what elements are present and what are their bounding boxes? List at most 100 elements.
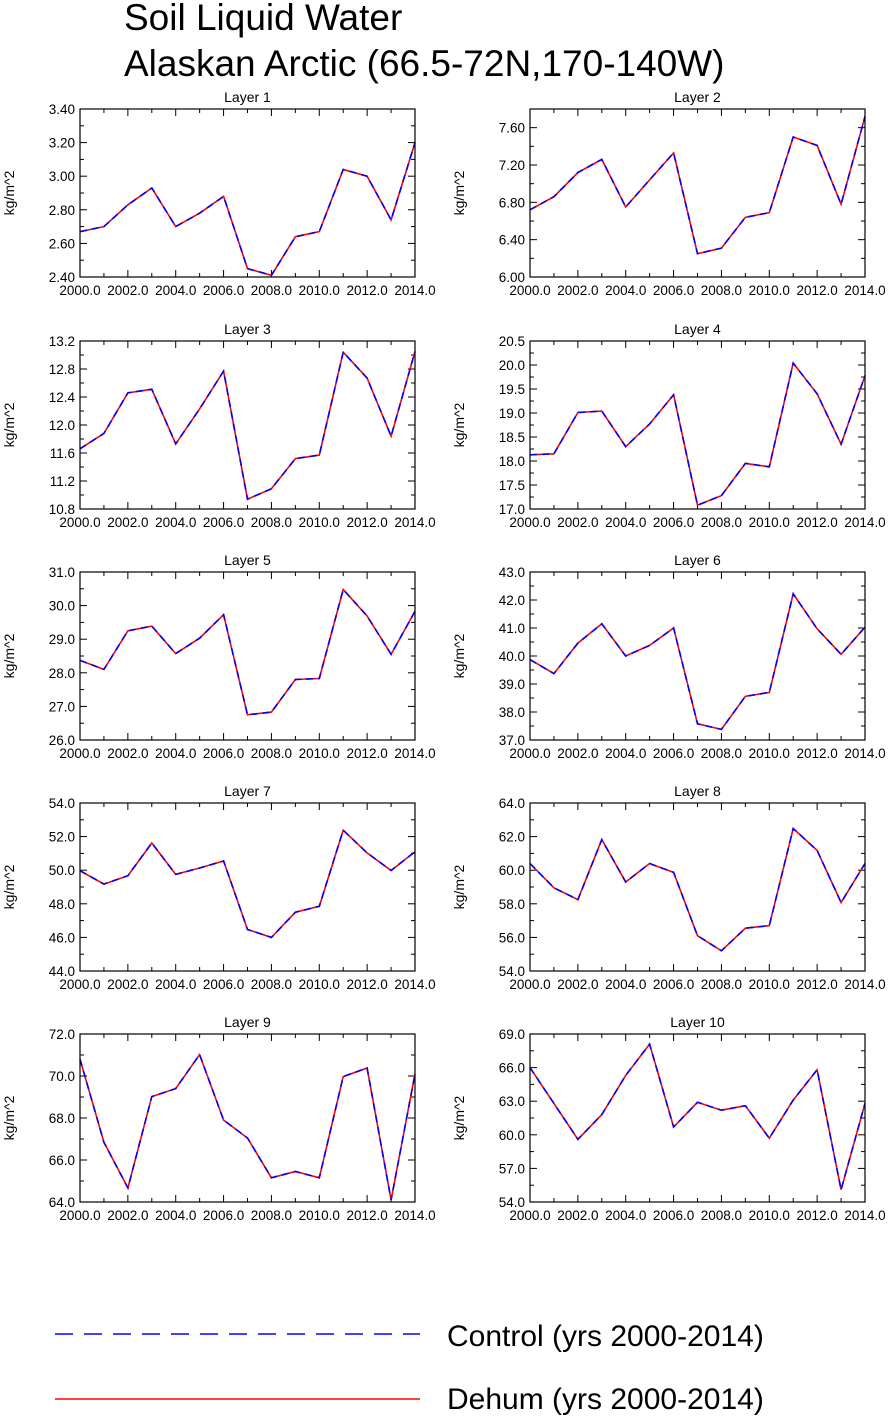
layer-10-dehum-line <box>529 1042 866 1190</box>
layer-8-panel: Layer 8 54.0 56.0 58.0 60.0 62.0 64.0 2000.0 200… <box>451 783 886 992</box>
layer-2-xtick-label: 2014.0 <box>844 283 885 298</box>
layer-1-ylabel: kg/m^2 <box>1 170 17 215</box>
layer-10-ylabel: kg/m^2 <box>451 1095 467 1140</box>
layer-4-xtick-label: 2010.0 <box>749 515 790 530</box>
layer-8-ytick-label: 54.0 <box>499 964 525 979</box>
layer-6-ytick-label: 43.0 <box>499 565 525 580</box>
layer-2-ylabel: kg/m^2 <box>451 170 467 215</box>
layer-2-ytick-label: 7.60 <box>499 121 525 136</box>
layer-4-ytick-label: 20.5 <box>499 334 525 349</box>
layer-10-ytick-label: 66.0 <box>499 1061 525 1076</box>
layer-4-xtick-label: 2000.0 <box>509 515 550 530</box>
layer-2-xtick-label: 2000.0 <box>509 283 550 298</box>
layer-9-ytick-label: 70.0 <box>49 1069 75 1084</box>
layer-6-xtick-label: 2000.0 <box>509 746 550 761</box>
layer-9-ytick-label: 68.0 <box>49 1111 75 1126</box>
layer-10-frame <box>529 1033 866 1203</box>
layer-6-ytick-label: 42.0 <box>499 593 525 608</box>
layer-1-xtick-label: 2010.0 <box>299 283 340 298</box>
layer-3-xtick-label: 2002.0 <box>107 515 148 530</box>
layer-5-control-line <box>79 587 416 716</box>
layer-8-xtick-label: 2000.0 <box>509 977 550 992</box>
layer-1-ytick-label: 2.40 <box>49 270 75 285</box>
layer-3-xtick-label: 2012.0 <box>346 515 387 530</box>
layer-10-ytick-label: 57.0 <box>499 1161 525 1176</box>
layer-6-xtick-label: 2008.0 <box>701 746 742 761</box>
layer-9-xtick-label: 2006.0 <box>203 1208 244 1223</box>
panel-grid: Layer 1 2.40 2.60 2.80 3.00 3.20 3.40 2000.0 200… <box>1 89 886 1223</box>
layer-5-xtick-label: 2010.0 <box>299 746 340 761</box>
layer-5-dehum-line <box>79 587 416 716</box>
layer-1-xtick-label: 2004.0 <box>155 283 196 298</box>
figure-title-line-2: Alaskan Arctic (66.5-72N,170-140W) <box>124 43 725 84</box>
layer-9-ytick-label: 72.0 <box>49 1027 75 1042</box>
layer-5-xtick-label: 2002.0 <box>107 746 148 761</box>
layer-1-xtick-label: 2006.0 <box>203 283 244 298</box>
layer-4-frame <box>529 340 866 510</box>
layer-5-xtick-label: 2012.0 <box>346 746 387 761</box>
layer-9-frame <box>79 1033 416 1203</box>
layer-3-ytick-label: 13.2 <box>49 334 75 349</box>
layer-6-frame <box>529 571 866 741</box>
layer-3-ytick-label: 12.4 <box>49 390 76 405</box>
layer-3-ytick-label: 11.6 <box>50 446 75 461</box>
layer-3-ytick-label: 12.8 <box>49 362 75 377</box>
layer-1-control-line <box>79 142 416 277</box>
layer-7-xtick-label: 2000.0 <box>59 977 100 992</box>
layer-6-ytick-label: 38.0 <box>499 705 525 720</box>
layer-2-frame <box>529 108 866 278</box>
legend: Control (yrs 2000-2014) Dehum (yrs 2000-… <box>55 1320 764 1416</box>
layer-10-xtick-label: 2006.0 <box>653 1208 694 1223</box>
layer-7-dehum-line <box>79 828 416 939</box>
layer-5-ytick-label: 30.0 <box>49 599 75 614</box>
layer-7-xtick-label: 2004.0 <box>155 977 196 992</box>
layer-7-xtick-label: 2014.0 <box>394 977 435 992</box>
figure-title-line-1: Soil Liquid Water <box>124 0 402 38</box>
layer-3-control-line <box>79 350 416 501</box>
layer-3-title: Layer 3 <box>224 321 271 337</box>
layer-2-panel: Layer 2 6.00 6.40 6.80 7.20 7.60 2000.0 2002.0 2… <box>451 89 886 298</box>
layer-2-xtick-label: 2004.0 <box>605 283 646 298</box>
layer-4-ytick-label: 18.0 <box>499 454 525 469</box>
layer-2-xtick-label: 2008.0 <box>701 283 742 298</box>
layer-8-xtick-label: 2010.0 <box>749 977 790 992</box>
layer-10-xtick-label: 2010.0 <box>749 1208 790 1223</box>
layer-4-title: Layer 4 <box>674 321 721 337</box>
layer-6-dehum-line <box>529 591 866 731</box>
layer-9-xtick-label: 2008.0 <box>251 1208 292 1223</box>
layer-8-xtick-label: 2012.0 <box>796 977 837 992</box>
layer-1-xtick-label: 2014.0 <box>394 283 435 298</box>
layer-6-ytick-label: 39.0 <box>499 677 525 692</box>
layer-9-xtick-label: 2010.0 <box>299 1208 340 1223</box>
layer-4-ytick-label: 20.0 <box>499 358 525 373</box>
layer-3-xtick-label: 2010.0 <box>299 515 340 530</box>
layer-1-xtick-label: 2012.0 <box>346 283 387 298</box>
layer-4-panel: Layer 4 17.0 17.5 18.0 18.5 19.0 19.5 20.0 20.5 2… <box>451 321 886 530</box>
layer-3-frame <box>79 340 416 510</box>
layer-3-ytick-label: 11.2 <box>50 474 75 489</box>
layer-10-xtick-label: 2014.0 <box>844 1208 885 1223</box>
layer-8-xtick-label: 2014.0 <box>844 977 885 992</box>
layer-2-ytick-label: 7.20 <box>499 158 525 173</box>
layer-5-xtick-label: 2006.0 <box>203 746 244 761</box>
layer-4-ytick-label: 19.0 <box>499 406 525 421</box>
layer-4-xtick-label: 2002.0 <box>557 515 598 530</box>
layer-7-frame <box>79 802 416 972</box>
layer-10-ytick-label: 54.0 <box>499 1195 525 1210</box>
layer-8-ytick-label: 58.0 <box>499 897 525 912</box>
layer-1-ytick-label: 2.80 <box>49 203 75 218</box>
layer-6-ylabel: kg/m^2 <box>451 633 467 678</box>
layer-4-xtick-label: 2008.0 <box>701 515 742 530</box>
legend-dehum-label: Dehum (yrs 2000-2014) <box>447 1383 764 1416</box>
layer-9-panel: Layer 9 64.0 66.0 68.0 70.0 72.0 2000.0 2002.0 2… <box>1 1014 436 1223</box>
layer-8-xtick-label: 2008.0 <box>701 977 742 992</box>
layer-8-ytick-label: 60.0 <box>499 863 525 878</box>
layer-7-ytick-label: 44.0 <box>49 964 75 979</box>
layer-1-title: Layer 1 <box>224 89 271 105</box>
layer-7-panel: Layer 7 44.0 46.0 48.0 50.0 52.0 54.0 2000.0 200… <box>1 783 436 992</box>
layer-5-xtick-label: 2014.0 <box>394 746 435 761</box>
layer-8-xtick-label: 2006.0 <box>653 977 694 992</box>
layer-10-control-line <box>529 1042 866 1190</box>
layer-7-xtick-label: 2006.0 <box>203 977 244 992</box>
layer-2-xtick-label: 2010.0 <box>749 283 790 298</box>
